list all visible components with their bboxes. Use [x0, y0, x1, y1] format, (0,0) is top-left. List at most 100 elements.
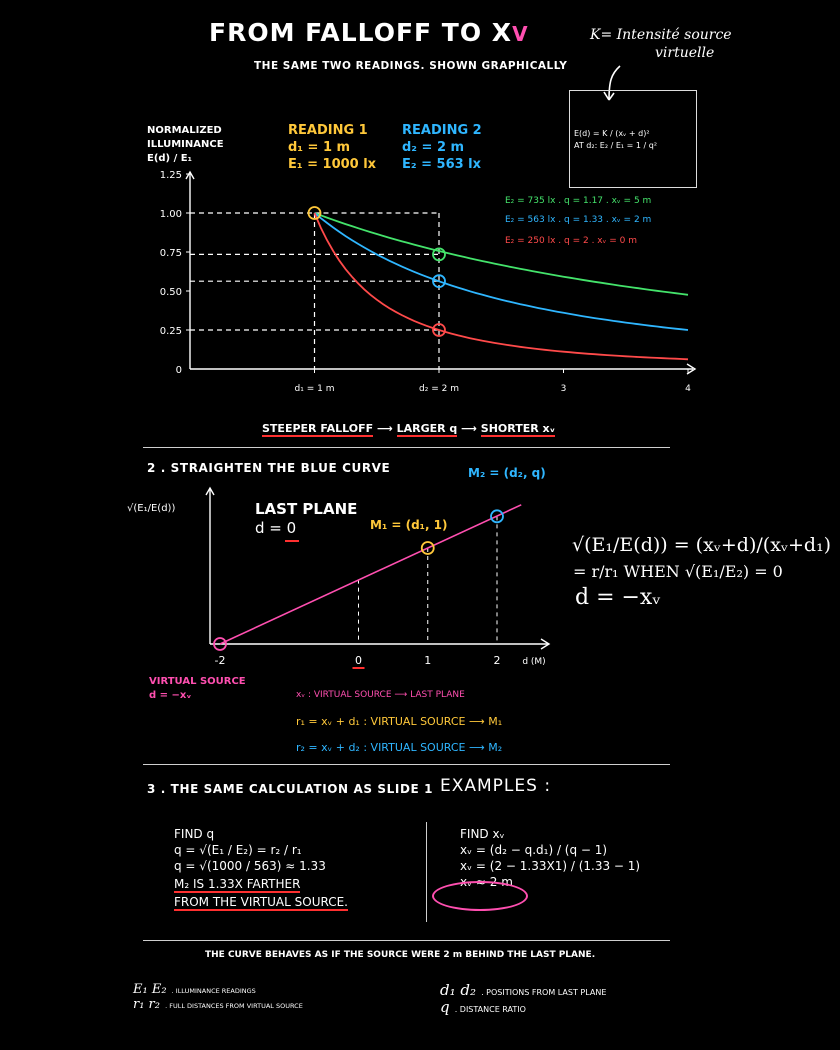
legend-q-text: . DISTANCE RATIO — [454, 1005, 526, 1014]
legend-d: d₁ d₂ . POSITIONS FROM LAST PLANE — [440, 980, 606, 999]
find-q-line-3-text: M₂ IS 1.33X FARTHER — [174, 877, 301, 893]
find-xv-title: FIND xᵥ — [460, 827, 505, 841]
legend-r-text: . FULL DISTANCES FROM VIRTUAL SOURCE — [165, 1002, 303, 1010]
m1-label: M₁ = (d₁, 1) — [370, 518, 448, 532]
caption-steeper: STEEPER FALLOFF — [262, 422, 374, 437]
legend-e: E₁ E₂ . ILLUMINANCE READINGS — [133, 978, 256, 997]
result-ellipse — [432, 881, 528, 911]
divider-2 — [143, 764, 670, 765]
legend-red: E₂ = 250 lx . q = 2 . xᵥ = 0 m — [505, 236, 637, 246]
reading-2: READING 2 d₂ = 2 m E₂ = 563 lx — [402, 122, 482, 173]
red-marker — [432, 323, 446, 337]
section3-divider — [426, 822, 427, 922]
caption-larger-q: LARGER q — [396, 422, 458, 437]
find-q-line-3: M₂ IS 1.33X FARTHER — [174, 876, 348, 893]
title-text: FROM FALLOFF TO X — [209, 18, 513, 47]
find-xv-line-1: xᵥ = (d₂ − q.d₁) / (q − 1) — [460, 843, 608, 857]
virtual-source-label: VIRTUAL SOURCE — [149, 676, 246, 687]
m1-marker — [420, 541, 435, 555]
caption-shorter-xv: SHORTER xᵥ — [480, 422, 556, 437]
section-3-heading: 3 . THE SAME CALCULATION AS SLIDE 1 — [147, 782, 434, 796]
d-zero-label: d = 0 — [255, 519, 296, 537]
y-axis-arrow — [205, 486, 215, 496]
formula-line-2: AT d₂: E₂ / E₁ = 1 / q² — [574, 141, 658, 150]
note-k-line1: K= Intensité source — [590, 27, 732, 43]
equation-line-3: d = −xᵥ — [575, 585, 661, 610]
ylabel-line-3: E(d) / E₁ — [147, 153, 192, 164]
def-r1: r₁ = xᵥ + d₁ : VIRTUAL SOURCE ⟶ M₁ — [296, 715, 503, 728]
legend-e-symbols: E₁ E₂ — [133, 982, 167, 997]
examples-label: EXAMPLES : — [440, 776, 552, 796]
find-q-line-2: q = √(1000 / 563) ≈ 1.33 — [174, 859, 326, 873]
y-tick-label: 0.75 — [160, 248, 182, 259]
page-subtitle: THE SAME TWO READINGS. SHOWN GRAPHICALLY — [254, 60, 568, 72]
x-unit-label: d (M) — [522, 657, 545, 667]
x-tick-label: 1 — [424, 654, 431, 667]
x-tick-label: d₁ = 1 m — [295, 384, 335, 394]
ylabel-line-2: ILLUMINANCE — [147, 139, 224, 150]
chart1-ylabel: NORMALIZED ILLUMINANCE E(d) / E₁ — [147, 124, 224, 166]
equation-line-1: √(E₁/E(d)) = (xᵥ+d)/(xᵥ+d₁) — [572, 534, 832, 556]
divider-1 — [143, 447, 670, 448]
legend-r: r₁ r₂ . FULL DISTANCES FROM VIRTUAL SOUR… — [133, 993, 303, 1012]
def-xv: xᵥ : VIRTUAL SOURCE ⟶ LAST PLANE — [296, 690, 465, 700]
d-zero-text: d = 0 — [255, 519, 297, 537]
x-tick-label: 4 — [685, 384, 691, 394]
falloff-caption: STEEPER FALLOFF ⟶ LARGER q ⟶ SHORTER xᵥ — [262, 422, 556, 437]
x-tick-label: 3 — [561, 384, 567, 394]
find-q-line-1: q = √(E₁ / E₂) = r₂ / r₁ — [174, 843, 302, 857]
series-line-3 — [313, 212, 689, 361]
series-line-1 — [314, 212, 689, 296]
x-tick-label: -2 — [215, 654, 226, 667]
note-arrow — [603, 65, 621, 101]
title-subscript: V — [512, 22, 529, 46]
caption-arrow-1: ⟶ — [376, 422, 393, 435]
legend-blue: E₂ = 563 lx . q = 1.33 . xᵥ = 2 m — [505, 215, 652, 225]
find-q-title: FIND q — [174, 827, 215, 841]
find-xv-line-2: xᵥ = (2 − 1.33X1) / (1.33 − 1) — [460, 859, 641, 873]
divider-3 — [143, 940, 670, 941]
def-r2: r₂ = xᵥ + d₂ : VIRTUAL SOURCE ⟶ M₂ — [296, 741, 503, 754]
legend-r-symbols: r₁ r₂ — [133, 997, 160, 1012]
y-tick-label: 0.50 — [160, 287, 182, 298]
legend-q-symbol: q — [440, 998, 450, 1016]
legend-d-text: . POSITIONS FROM LAST PLANE — [481, 988, 607, 997]
formula-box: E(d) = K / (xᵥ + d)² AT d₂: E₂ / E₁ = 1 … — [569, 90, 697, 188]
y-axis-arrow — [185, 170, 195, 180]
legend-d-symbols: d₁ d₂ — [440, 981, 476, 999]
x-tick-label: 2 — [494, 654, 501, 667]
reading-1: READING 1 d₁ = 1 m E₁ = 1000 lx — [288, 122, 376, 173]
d-zero-underline — [285, 540, 299, 542]
straight-line — [219, 504, 522, 645]
reading-1-illuminance: E₁ = 1000 lx — [288, 157, 377, 172]
section2-ylabel: √(E₁/E(d)) — [127, 503, 176, 514]
x-tick-label: 0 — [355, 654, 362, 667]
y-tick-label: 1.25 — [160, 170, 182, 181]
reading-1-title: READING 1 — [288, 123, 368, 138]
green-marker — [432, 247, 446, 262]
y-tick-label: 0 — [176, 365, 182, 376]
virtual-source-marker — [213, 637, 227, 651]
equation-line-2: = r/r₁ WHEN √(E₁/E₂) = 0 — [573, 562, 783, 581]
find-q-block: FIND q q = √(E₁ / E₂) = r₂ / r₁ q = √(10… — [174, 826, 348, 911]
find-q-line-4: FROM THE VIRTUAL SOURCE. — [174, 894, 348, 911]
section-2-heading: 2 . STRAIGHTEN THE BLUE CURVE — [147, 461, 391, 475]
reading-2-illuminance: E₂ = 563 lx — [402, 157, 482, 172]
y-tick-label: 1.00 — [160, 209, 182, 220]
last-plane-label: LAST PLANE — [255, 500, 358, 518]
find-q-line-4-text: FROM THE VIRTUAL SOURCE. — [174, 895, 348, 911]
page-title: FROM FALLOFF TO XV — [209, 18, 529, 47]
blue-marker — [432, 274, 446, 289]
legend-q: q . DISTANCE RATIO — [440, 997, 526, 1016]
virtual-d-label: d = −xᵥ — [149, 690, 192, 701]
straight-line-chart: -2 0 1 2 d (M) — [205, 486, 551, 669]
series-line-2 — [313, 212, 689, 331]
caption-arrow-2: ⟶ — [461, 422, 477, 435]
x-axis-arrow — [540, 638, 551, 650]
y-tick-label: 0.25 — [160, 326, 182, 337]
m2-marker — [490, 509, 504, 524]
footer-statement: THE CURVE BEHAVES AS IF THE SOURCE WERE … — [205, 950, 596, 960]
x-tick-label: d₂ = 2 m — [419, 384, 459, 394]
reading-1-distance: d₁ = 1 m — [288, 140, 351, 155]
legend-e-text: . ILLUMINANCE READINGS — [171, 987, 256, 995]
